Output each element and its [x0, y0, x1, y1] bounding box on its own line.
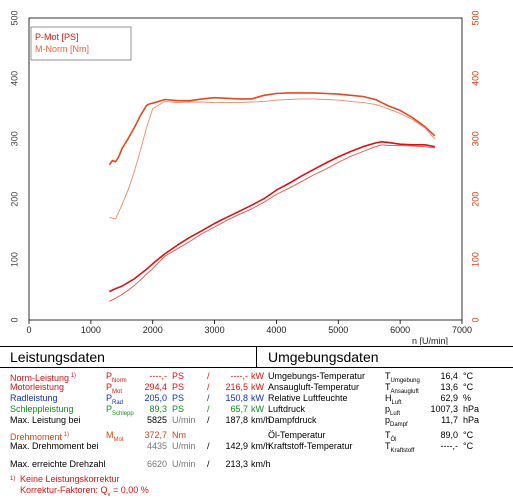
- x-tick-label: 2000: [143, 325, 163, 335]
- header-line: [0, 367, 513, 368]
- x-tick-label: 6000: [390, 325, 410, 335]
- y-tick-left: 400: [9, 71, 19, 86]
- umgebung-label: Luftdruck: [268, 404, 305, 415]
- y-tick-right: 400: [470, 71, 480, 86]
- y-tick-right: 500: [470, 10, 480, 25]
- correction-factor-label: Korrektur-Faktoren: Q: [20, 485, 108, 495]
- umgebung-value: 62,9: [418, 393, 458, 404]
- x-tick-label: 0: [26, 325, 31, 335]
- umgebung-unit: °C: [463, 430, 473, 441]
- y-tick-left: 500: [9, 10, 19, 25]
- umgebung-value: 13,6: [418, 382, 458, 393]
- header-divider: [256, 347, 257, 367]
- umgebung-unit: hPa: [463, 415, 479, 426]
- chart-legend: P-Mot [PS] M-Norm [Nm]: [31, 27, 131, 60]
- legend-entry: M-Norm [Nm]: [35, 44, 89, 54]
- x-tick-label: 5000: [328, 325, 348, 335]
- umgebung-label: Umgebungs-Temperatur: [268, 371, 365, 382]
- y-tick-left: 300: [9, 131, 19, 146]
- umgebung-unit: °C: [463, 371, 473, 382]
- footnote-text: Keine Leistungskorrektur: [20, 474, 120, 485]
- y-tick-right: 200: [470, 192, 480, 207]
- umgebung-unit: °C: [463, 382, 473, 393]
- umgebung-label: Relative Luftfeuchte: [268, 393, 348, 404]
- x-axis-label: n [U/min]: [412, 336, 448, 345]
- umgebung-label: Dampfdruck: [268, 415, 317, 426]
- umgebung-unit: hPa: [463, 404, 479, 415]
- chart-axes: [29, 18, 462, 320]
- y-tick-right: 100: [470, 252, 480, 267]
- y-tick-left: 100: [9, 252, 19, 267]
- correction-factor-value: = 0,00 %: [111, 485, 149, 495]
- y-tick-right: 0: [470, 317, 480, 322]
- leistungsdaten-title: Leistungsdaten: [10, 349, 105, 365]
- max-drehzahl-speed: 213,3: [212, 459, 248, 470]
- umgebung-value: 11,7: [418, 415, 458, 426]
- plot-frame: [29, 18, 462, 320]
- umgebung-symbol-subscript: Dampf: [390, 422, 408, 428]
- data-tables: Leistungsdaten Umgebungsdaten Norm-Leist…: [0, 346, 513, 501]
- umgebung-unit: %: [463, 393, 471, 404]
- x-tick-label: 1000: [81, 325, 101, 335]
- umgebung-value: ----,-: [418, 441, 458, 452]
- umgebung-label: Öl-Temperatur: [268, 430, 326, 441]
- footnote-mark: 1): [10, 474, 15, 485]
- footnote-row-1: 1) Keine Leistungskorrektur: [0, 474, 513, 485]
- y-tick-right: 300: [470, 131, 480, 146]
- umgebung-value: 1007,3: [418, 404, 458, 415]
- umgebung-value: 16,4: [418, 371, 458, 382]
- max-drehzahl-rpm: 6620: [127, 459, 167, 470]
- legend-entry: P-Mot [PS]: [35, 32, 79, 42]
- umgebung-symbol-subscript: Kraftstoff: [391, 448, 415, 454]
- y-tick-left: 200: [9, 192, 19, 207]
- x-tick-label: 4000: [266, 325, 286, 335]
- umgebung-unit: °C: [463, 441, 473, 452]
- correction-factor: Korrektur-Faktoren: Qv = 0,00 %: [20, 485, 149, 501]
- x-tick-label: 7000: [452, 325, 472, 335]
- max-drehzahl-sep: /: [207, 459, 210, 470]
- x-tick-label: 3000: [205, 325, 225, 335]
- y-tick-left: 0: [9, 317, 19, 322]
- umgebung-symbol: pDampf: [385, 415, 408, 431]
- footnote-row-2: Korrektur-Faktoren: Qv = 0,00 %: [0, 485, 513, 496]
- max-drehzahl-unit-1: U/min: [172, 459, 196, 470]
- umgebung-label: Kraftstoff-Temperatur: [268, 441, 352, 452]
- max-drehzahl-label: Max. erreichte Drehzahl: [10, 459, 106, 470]
- umgebung-symbol: TKraftstoff: [385, 441, 414, 457]
- umgebung-value: 89,0: [418, 430, 458, 441]
- max-drehzahl-unit-2: km/h: [251, 459, 271, 470]
- umgebung-label: Ansaugluft-Temperatur: [268, 382, 359, 393]
- umgebungsdaten-title: Umgebungsdaten: [268, 349, 379, 365]
